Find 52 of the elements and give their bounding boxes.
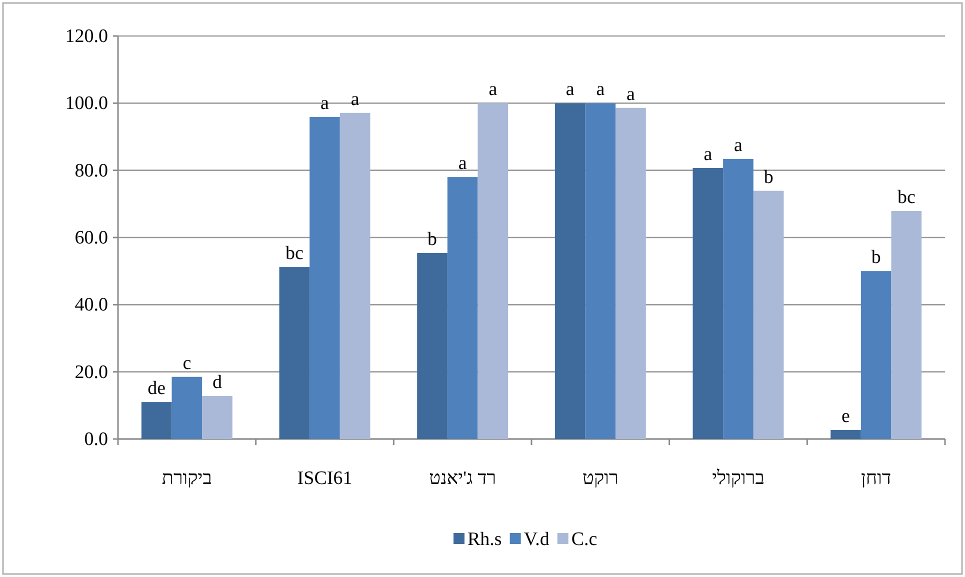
data-label: a — [626, 84, 636, 105]
bar — [554, 103, 586, 439]
bar — [860, 271, 892, 439]
x-tick-label: ISCI61 — [297, 468, 352, 489]
data-label: a — [320, 92, 330, 114]
bar — [616, 108, 646, 439]
bar — [172, 376, 202, 439]
y-tick-label: 20.0 — [74, 362, 108, 383]
data-label: c — [182, 352, 192, 374]
y-tick-label: 120.0 — [65, 26, 108, 47]
data-label: a — [488, 79, 498, 100]
data-label: a — [596, 79, 606, 100]
bar — [340, 112, 370, 439]
x-tick-label: רד ג'יאנט — [429, 468, 496, 489]
y-tick-label: 60.0 — [74, 228, 108, 248]
legend-label: Rh.s — [468, 529, 502, 550]
bar — [692, 168, 724, 439]
legend-label: C.c — [571, 529, 598, 550]
bar — [723, 158, 754, 439]
data-label: bc — [285, 243, 304, 264]
x-tick-label: ביקורת — [162, 468, 212, 489]
x-tick-label: דוחן — [861, 468, 892, 489]
data-label: d — [212, 372, 222, 394]
legend-label: V.d — [524, 529, 550, 550]
bar — [417, 252, 448, 439]
bar — [585, 103, 616, 439]
data-label: e — [842, 406, 850, 427]
data-label: de — [148, 378, 166, 400]
y-tick-label: 100.0 — [65, 93, 108, 114]
bar — [830, 430, 861, 439]
bar — [141, 402, 172, 439]
bar — [279, 267, 310, 439]
data-label: b — [764, 166, 774, 188]
x-tick-label: רוקט — [582, 468, 618, 489]
bar — [478, 103, 508, 439]
y-tick-label: 40.0 — [74, 294, 108, 316]
data-label: a — [566, 79, 575, 100]
bar — [891, 210, 922, 439]
data-label: b — [428, 228, 438, 250]
y-tick-label: 0.0 — [84, 429, 108, 450]
bar — [310, 116, 340, 439]
y-tick-label: 80.0 — [74, 160, 108, 182]
data-label: a — [704, 144, 713, 165]
bar — [202, 396, 232, 439]
bar — [753, 190, 784, 439]
data-label: a — [350, 88, 360, 110]
data-label: bc — [897, 186, 916, 208]
data-label: b — [871, 247, 881, 268]
data-label: a — [734, 134, 744, 156]
data-label: a — [458, 153, 468, 174]
x-tick-label: ברוקולי — [712, 468, 764, 489]
bar — [447, 177, 478, 439]
